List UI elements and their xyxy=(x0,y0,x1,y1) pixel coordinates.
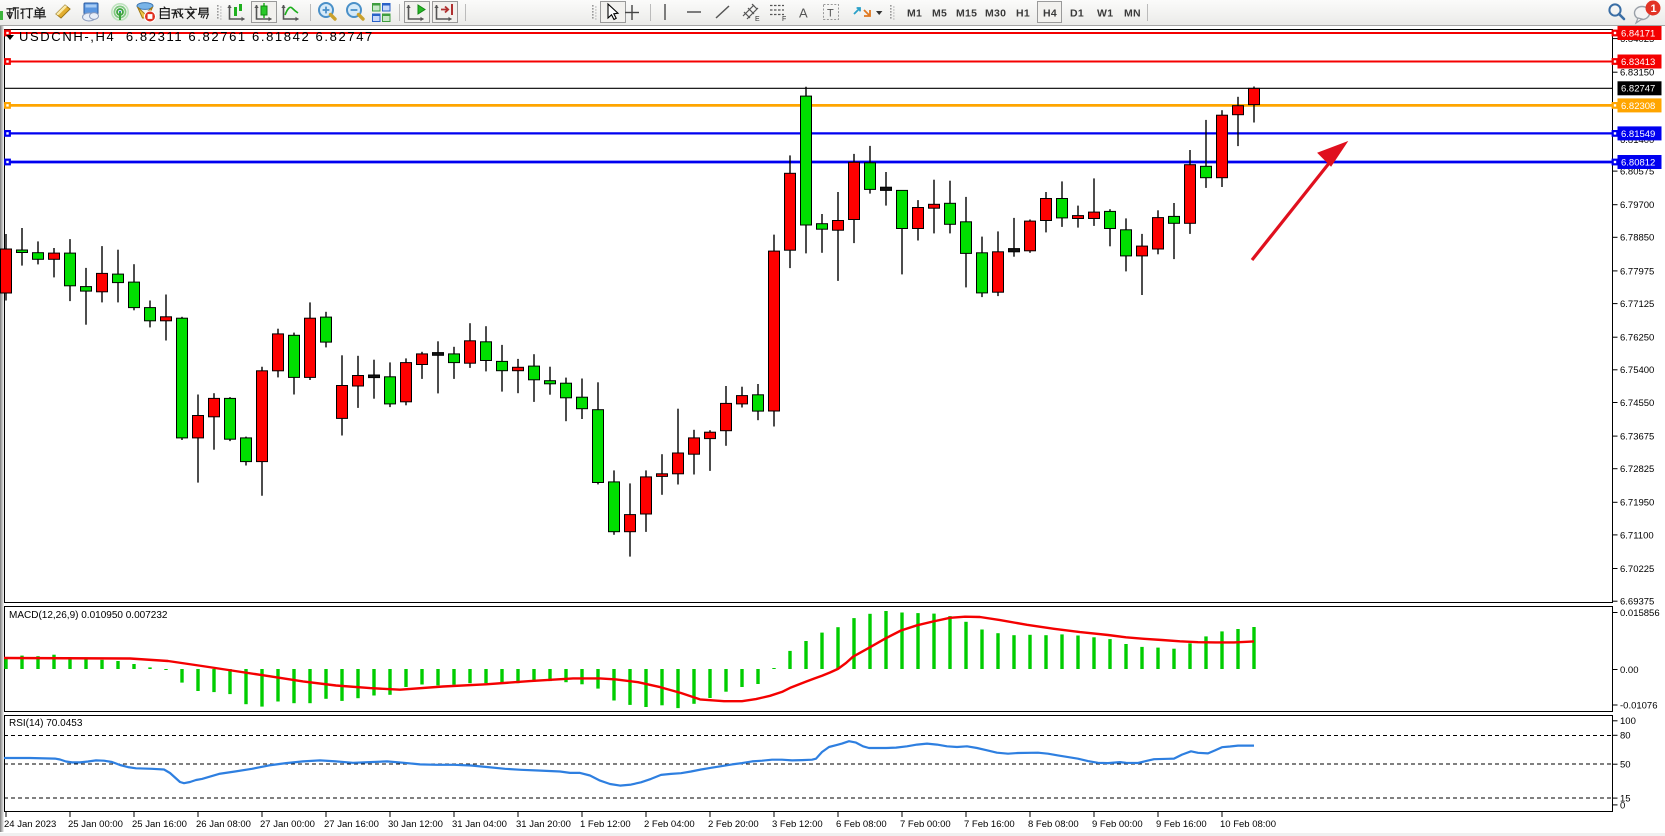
svg-text:9 Feb 16:00: 9 Feb 16:00 xyxy=(1156,819,1207,830)
svg-text:6.77975: 6.77975 xyxy=(1620,266,1654,277)
svg-text:0: 0 xyxy=(1620,800,1625,811)
svg-text:2 Feb 04:00: 2 Feb 04:00 xyxy=(644,819,695,830)
svg-text:-0.01076: -0.01076 xyxy=(1620,700,1658,711)
svg-text:6.80575: 6.80575 xyxy=(1620,167,1654,178)
svg-text:6.77125: 6.77125 xyxy=(1620,299,1654,310)
svg-text:USDCNH-,H4 6.82311 6.82761 6.: USDCNH-,H4 6.82311 6.82761 6.81842 6.827… xyxy=(19,29,374,44)
svg-text:F: F xyxy=(782,16,786,23)
svg-text:6.71100: 6.71100 xyxy=(1620,530,1654,541)
svg-text:6.70225: 6.70225 xyxy=(1620,564,1654,575)
svg-text:9 Feb 00:00: 9 Feb 00:00 xyxy=(1092,819,1143,830)
svg-text:6.78850: 6.78850 xyxy=(1620,233,1654,244)
svg-text:25 Jan 16:00: 25 Jan 16:00 xyxy=(132,819,187,830)
svg-text:2 Feb 20:00: 2 Feb 20:00 xyxy=(708,819,759,830)
svg-text:7 Feb 16:00: 7 Feb 16:00 xyxy=(964,819,1015,830)
svg-text:1: 1 xyxy=(1651,3,1657,15)
svg-text:10 Feb 08:00: 10 Feb 08:00 xyxy=(1220,819,1276,830)
svg-text:25 Jan 00:00: 25 Jan 00:00 xyxy=(68,819,123,830)
svg-text:6.83413: 6.83413 xyxy=(1621,57,1655,68)
svg-text:31 Jan 04:00: 31 Jan 04:00 xyxy=(452,819,507,830)
svg-text:6.71950: 6.71950 xyxy=(1620,498,1654,509)
svg-text:M1: M1 xyxy=(907,8,922,20)
svg-text:8 Feb 08:00: 8 Feb 08:00 xyxy=(1028,819,1079,830)
svg-text:T: T xyxy=(827,8,834,20)
svg-text:3 Feb 12:00: 3 Feb 12:00 xyxy=(772,819,823,830)
svg-text:0.015856: 0.015856 xyxy=(1620,608,1660,619)
svg-text:6.79700: 6.79700 xyxy=(1620,200,1654,211)
svg-text:27 Jan 00:00: 27 Jan 00:00 xyxy=(260,819,315,830)
svg-text:W1: W1 xyxy=(1097,8,1113,20)
svg-text:MACD(12,26,9) 0.010950 0.00723: MACD(12,26,9) 0.010950 0.007232 xyxy=(9,610,168,621)
svg-text:15: 15 xyxy=(1620,794,1631,805)
svg-text:H4: H4 xyxy=(1043,8,1057,20)
svg-text:1 Feb 12:00: 1 Feb 12:00 xyxy=(580,819,631,830)
svg-text:RSI(14) 70.0453: RSI(14) 70.0453 xyxy=(9,718,83,729)
svg-text:100: 100 xyxy=(1620,716,1636,727)
svg-text:M30: M30 xyxy=(985,8,1006,20)
svg-text:6.82308: 6.82308 xyxy=(1621,101,1655,112)
svg-text:6.73675: 6.73675 xyxy=(1620,432,1654,443)
svg-text:6 Feb 08:00: 6 Feb 08:00 xyxy=(836,819,887,830)
svg-text:6.83150: 6.83150 xyxy=(1620,68,1654,79)
svg-text:M5: M5 xyxy=(932,8,947,20)
svg-text:50: 50 xyxy=(1620,760,1631,771)
svg-text:6.76250: 6.76250 xyxy=(1620,333,1654,344)
svg-text:6.75400: 6.75400 xyxy=(1620,365,1654,376)
svg-text:26 Jan 08:00: 26 Jan 08:00 xyxy=(196,819,251,830)
svg-text:D1: D1 xyxy=(1070,8,1084,20)
svg-text:6.72825: 6.72825 xyxy=(1620,464,1654,475)
svg-text:6.74550: 6.74550 xyxy=(1620,398,1654,409)
svg-text:MN: MN xyxy=(1124,8,1141,20)
svg-text:6.82747: 6.82747 xyxy=(1621,84,1655,95)
svg-text:6.81549: 6.81549 xyxy=(1621,129,1655,140)
svg-text:6.84171: 6.84171 xyxy=(1621,28,1655,39)
svg-text:31 Jan 20:00: 31 Jan 20:00 xyxy=(516,819,571,830)
svg-text:24 Jan 2023: 24 Jan 2023 xyxy=(4,819,56,830)
svg-text:6.80812: 6.80812 xyxy=(1621,157,1655,168)
svg-text:7 Feb 00:00: 7 Feb 00:00 xyxy=(900,819,951,830)
svg-text:H1: H1 xyxy=(1016,8,1030,20)
svg-text:M15: M15 xyxy=(956,8,977,20)
svg-text:E: E xyxy=(755,16,760,23)
svg-text:80: 80 xyxy=(1620,731,1631,742)
svg-text:27 Jan 16:00: 27 Jan 16:00 xyxy=(324,819,379,830)
svg-text:A: A xyxy=(799,6,808,21)
svg-text:30 Jan 12:00: 30 Jan 12:00 xyxy=(388,819,443,830)
svg-text:0.00: 0.00 xyxy=(1620,665,1639,676)
svg-text:6.69375: 6.69375 xyxy=(1620,597,1654,608)
